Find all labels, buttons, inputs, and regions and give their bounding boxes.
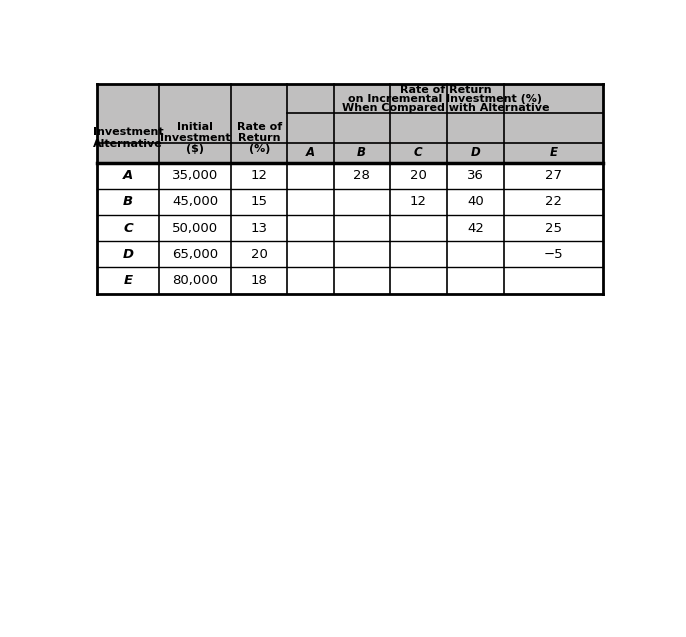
- Text: Investment: Investment: [93, 127, 163, 137]
- Text: 20: 20: [410, 169, 427, 182]
- Text: Return: Return: [238, 133, 281, 143]
- Text: 25: 25: [545, 222, 563, 234]
- Bar: [97, 215, 604, 241]
- Text: Alternative: Alternative: [93, 140, 163, 149]
- Bar: [97, 241, 604, 268]
- Text: Investment: Investment: [160, 133, 230, 143]
- Text: 65,000: 65,000: [172, 248, 218, 261]
- Text: E: E: [550, 146, 558, 159]
- Text: A: A: [123, 169, 133, 182]
- Text: 45,000: 45,000: [172, 196, 218, 208]
- Text: 13: 13: [251, 222, 268, 234]
- Text: Rate of Return: Rate of Return: [399, 85, 491, 94]
- Text: E: E: [123, 274, 132, 287]
- Text: D: D: [123, 248, 134, 261]
- Bar: [97, 143, 604, 162]
- Text: Initial: Initial: [178, 122, 213, 132]
- Bar: [97, 162, 604, 189]
- Text: B: B: [123, 196, 133, 208]
- Text: (%): (%): [248, 144, 270, 154]
- Text: 80,000: 80,000: [172, 274, 218, 287]
- Text: B: B: [357, 146, 366, 159]
- Text: 40: 40: [467, 196, 484, 208]
- Text: 12: 12: [410, 196, 427, 208]
- Text: 12: 12: [251, 169, 268, 182]
- Bar: [97, 113, 604, 143]
- Bar: [97, 268, 604, 294]
- Text: 50,000: 50,000: [172, 222, 218, 234]
- Text: 27: 27: [545, 169, 563, 182]
- Text: 36: 36: [467, 169, 484, 182]
- Text: When Compared with Alternative: When Compared with Alternative: [342, 103, 549, 113]
- Bar: [97, 189, 604, 215]
- Bar: [97, 84, 604, 113]
- Text: on Incremental Investment (%): on Incremental Investment (%): [348, 94, 543, 104]
- Text: 18: 18: [251, 274, 268, 287]
- Text: A: A: [306, 146, 315, 159]
- Text: 20: 20: [251, 248, 268, 261]
- Text: Rate of: Rate of: [237, 122, 282, 132]
- Text: D: D: [471, 146, 480, 159]
- Text: 35,000: 35,000: [172, 169, 219, 182]
- Text: 28: 28: [353, 169, 370, 182]
- Text: C: C: [123, 222, 133, 234]
- Text: C: C: [414, 146, 423, 159]
- Text: 42: 42: [467, 222, 484, 234]
- Text: −5: −5: [544, 248, 564, 261]
- Text: 22: 22: [545, 196, 563, 208]
- Text: 15: 15: [251, 196, 268, 208]
- Text: ($): ($): [187, 144, 204, 154]
